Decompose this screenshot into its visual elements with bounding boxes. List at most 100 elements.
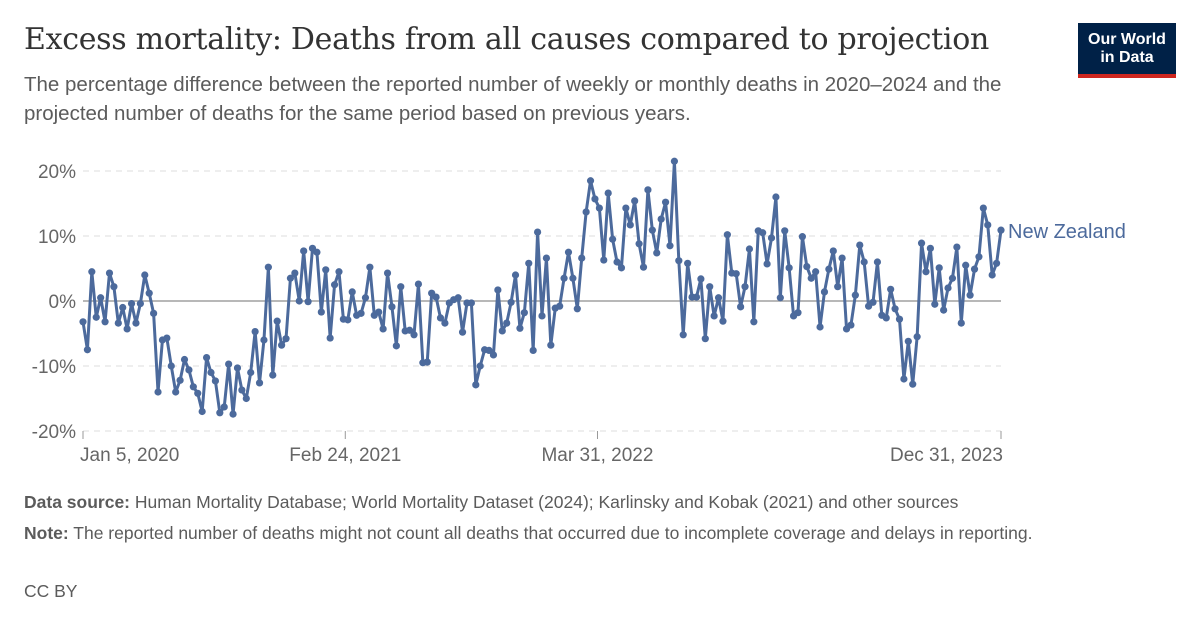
data-point [670,157,679,165]
data-point [979,204,987,212]
data-point [110,283,118,291]
data-point [586,177,595,185]
data-point [781,227,789,235]
data-point [706,283,714,291]
data-point [931,300,939,308]
data-point [869,298,877,306]
data-point [613,258,621,266]
data-point [189,383,197,391]
data-point [525,259,533,267]
data-point [476,362,484,370]
logo-line-2: in Data [1100,48,1154,66]
source-label: Data source: [24,492,131,512]
data-point [163,334,171,342]
y-axis-ticks: -20% -10% 0% 10% 20% [32,162,76,443]
data-point [992,259,1001,267]
data-point [180,355,189,364]
data-point [900,375,908,383]
data-point [92,313,100,321]
data-point [803,262,811,271]
data-point [737,303,745,311]
data-point [529,346,537,354]
data-point [498,327,506,335]
data-point [926,244,934,252]
data-point [167,362,175,370]
data-point [829,247,837,255]
data-point [494,286,502,294]
data-point [582,208,590,216]
data-point [661,198,670,206]
data-point [295,297,303,305]
data-point [856,241,864,249]
data-source: Data source: Human Mortality Database; W… [24,490,1174,514]
data-point [489,351,498,359]
note-text: The reported number of deaths might not … [73,523,1033,543]
data-point [335,268,343,276]
logo-line-1: Our World [1088,30,1166,48]
data-point [591,195,599,203]
data-point [644,186,652,194]
data-point [326,334,334,342]
data-point [573,305,581,313]
data-point [798,233,806,241]
data-point [785,264,793,272]
data-point [547,341,555,349]
data-point [609,235,617,243]
data-point [750,318,758,326]
data-point [238,386,246,394]
data-point [291,269,299,277]
data-point [631,197,639,205]
data-point [917,239,926,247]
data-point [882,314,890,322]
data-point [375,308,383,316]
data-point [154,388,162,396]
data-point [807,274,815,282]
chart-title: Excess mortality: Deaths from all causes… [24,22,990,57]
data-point [383,269,392,277]
data-point [966,291,974,299]
data-point [441,319,449,327]
data-point [710,312,718,320]
data-point [511,271,520,279]
source-text: Human Mortality Database; World Mortalit… [134,492,959,512]
data-point [317,308,325,316]
data-point [922,268,930,276]
data-point [472,381,480,389]
owid-logo[interactable]: Our World in Data [1078,23,1176,78]
data-point [348,288,356,296]
data-point [330,281,339,289]
data-point [948,274,957,282]
data-point [273,317,281,325]
data-point [405,326,414,334]
data-point [300,247,308,255]
data-point [635,240,643,248]
x-tick-label: Feb 24, 2021 [289,445,401,466]
data-point [578,254,586,262]
data-point [895,315,904,323]
data-point [675,257,683,265]
data-point [887,285,895,293]
data-point [136,300,144,308]
series-label: New Zealand [1008,221,1126,243]
chart-subtitle: The percentage difference between the re… [24,73,1002,125]
data-point [220,403,228,411]
data-point [538,312,546,320]
data-point [79,318,87,326]
data-point [759,229,767,237]
data-point [432,293,440,301]
data-point [264,263,272,271]
series-group: New Zealand [79,157,1126,418]
data-point [741,283,749,291]
license[interactable]: CC BY [24,581,78,601]
data-point [569,274,577,282]
data-point [207,368,215,377]
data-point [834,283,842,291]
data-point [379,325,387,333]
data-point [772,193,780,201]
data-point [503,319,511,327]
data-point [423,358,431,366]
data-point [622,204,630,212]
data-point [278,341,286,349]
data-point [97,294,105,302]
x-tick-label: Mar 31, 2022 [541,445,653,466]
